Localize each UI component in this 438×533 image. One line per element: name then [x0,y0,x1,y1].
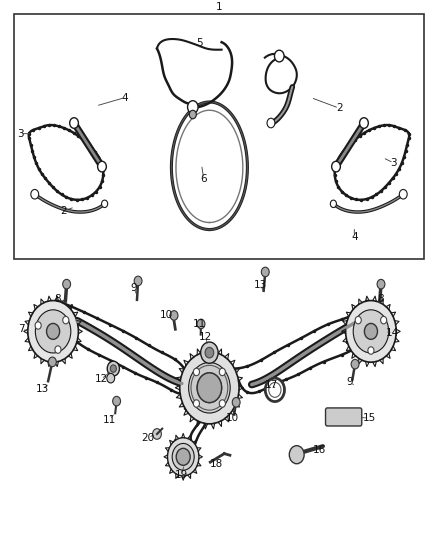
Circle shape [107,361,120,376]
Circle shape [102,200,108,207]
Circle shape [205,348,214,358]
Text: 17: 17 [265,379,278,390]
Text: 15: 15 [363,413,376,423]
Text: 13: 13 [254,280,267,290]
Circle shape [98,161,106,172]
Circle shape [70,118,78,128]
Circle shape [113,397,120,406]
Circle shape [197,373,222,402]
Circle shape [399,189,407,199]
Text: 10: 10 [226,413,239,423]
Text: 18: 18 [210,459,223,469]
Circle shape [170,311,178,320]
Text: 9: 9 [131,283,137,293]
Circle shape [355,317,361,324]
Circle shape [364,324,378,340]
Circle shape [134,276,142,286]
Circle shape [176,448,190,465]
FancyBboxPatch shape [325,408,362,426]
Text: 2: 2 [61,206,67,216]
Circle shape [31,189,39,199]
Circle shape [28,301,78,362]
Text: 7: 7 [18,324,25,334]
Text: 12: 12 [95,374,108,384]
Circle shape [267,118,275,128]
Text: 9: 9 [346,377,353,387]
Circle shape [330,200,336,207]
FancyBboxPatch shape [14,14,424,259]
Text: 2: 2 [336,103,343,113]
Text: 4: 4 [122,93,128,102]
Text: 3: 3 [390,158,397,168]
Text: 8: 8 [377,295,384,304]
Circle shape [265,378,285,401]
Circle shape [360,118,368,128]
Circle shape [332,161,340,172]
Text: 20: 20 [142,433,155,443]
Circle shape [201,342,218,364]
Circle shape [55,346,61,353]
Circle shape [107,374,115,383]
Circle shape [381,317,387,324]
Circle shape [35,310,71,353]
Circle shape [167,438,199,476]
Circle shape [368,347,374,354]
Circle shape [232,398,240,407]
Text: 13: 13 [35,384,49,394]
Text: 1: 1 [215,2,223,12]
Text: 8: 8 [54,295,61,304]
Text: 11: 11 [193,319,206,329]
Circle shape [275,50,284,62]
Circle shape [219,400,226,407]
Circle shape [197,319,205,329]
Circle shape [187,101,198,114]
Text: 11: 11 [103,415,117,425]
Circle shape [63,317,69,324]
Circle shape [189,362,230,413]
Circle shape [269,382,281,397]
Circle shape [172,443,194,470]
Text: 16: 16 [313,445,326,455]
Circle shape [289,446,304,464]
Circle shape [261,267,269,277]
Text: 6: 6 [201,174,207,184]
Circle shape [63,279,71,289]
Circle shape [197,373,222,402]
Circle shape [351,359,359,369]
Circle shape [49,357,57,367]
Text: 4: 4 [351,232,358,243]
Text: 10: 10 [160,310,173,320]
Circle shape [193,368,199,376]
Text: 5: 5 [196,38,203,49]
Circle shape [353,310,389,353]
Circle shape [191,365,228,410]
Circle shape [193,400,199,407]
Text: 3: 3 [17,128,24,139]
Circle shape [110,365,117,373]
Circle shape [35,322,41,329]
Circle shape [189,110,196,119]
Circle shape [46,324,60,340]
Circle shape [219,368,226,376]
Circle shape [180,352,239,424]
Text: 19: 19 [175,470,188,480]
Circle shape [377,279,385,289]
Text: 14: 14 [386,328,399,338]
Circle shape [346,301,396,362]
Text: 12: 12 [199,332,212,342]
Circle shape [152,429,161,439]
